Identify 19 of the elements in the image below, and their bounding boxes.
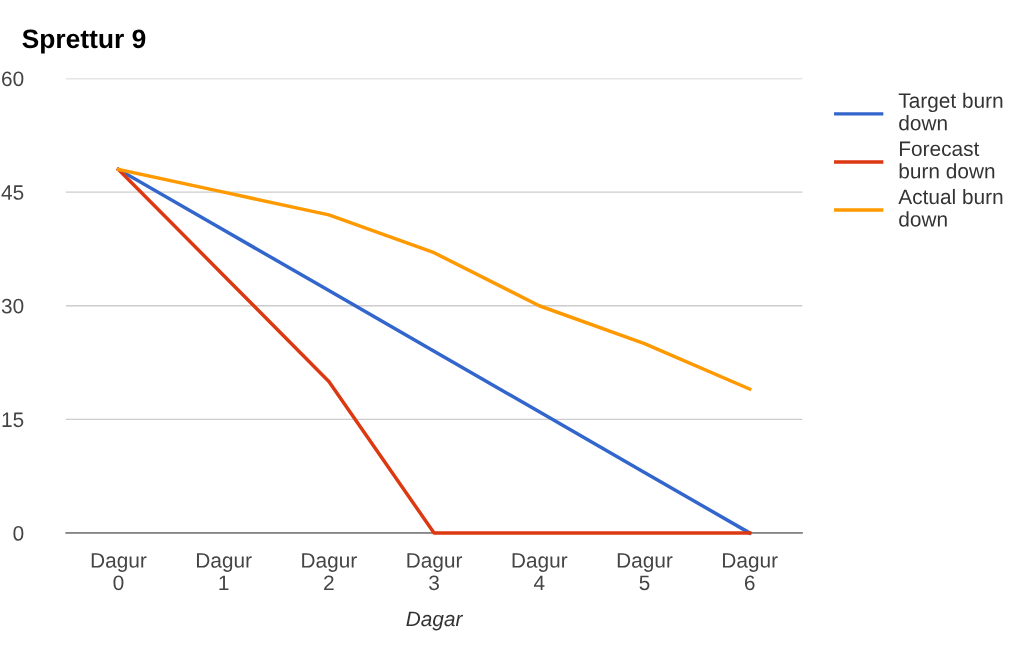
chart-title: Sprettur 9 xyxy=(22,29,146,54)
y-tick-label: 0 xyxy=(13,526,24,541)
x-tick-label: Dagur 2 xyxy=(302,553,357,590)
x-tick-label: Dagur 3 xyxy=(407,553,463,591)
x-tick-label: Dagur 0 xyxy=(91,553,147,591)
y-tick-label: 30 xyxy=(1,298,24,314)
y-tick-label: 60 xyxy=(2,71,24,87)
legend-label: Target burn down xyxy=(898,92,1003,131)
x-tick-label: Dagur 4 xyxy=(512,553,568,590)
line-series xyxy=(116,167,752,391)
line-series xyxy=(116,167,752,535)
legend-label: Forecast burn down xyxy=(899,141,995,179)
x-tick-label: Dagur 5 xyxy=(617,553,673,591)
x-tick-label: Dagur 1 xyxy=(197,553,252,590)
legend-label: Actual burn down xyxy=(898,188,1003,227)
y-tick-label: 15 xyxy=(2,412,24,428)
x-axis-title: Dagar xyxy=(406,611,464,631)
y-tick-label: 45 xyxy=(1,185,24,200)
x-tick-label: Dagur 6 xyxy=(723,553,778,591)
